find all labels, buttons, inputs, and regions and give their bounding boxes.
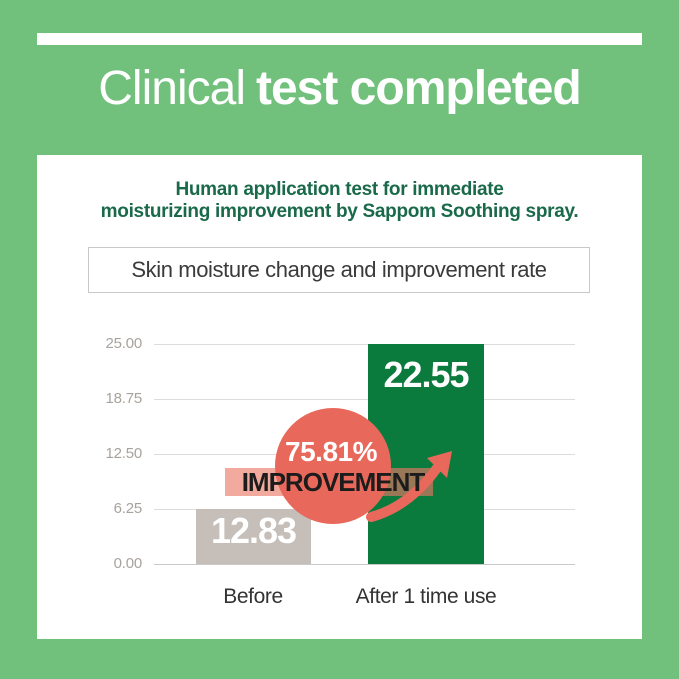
bar-chart: 25.00 18.75 12.50 6.25 0.00 12.83 22.55 … — [37, 155, 642, 639]
result-card: Human application test for immediate mois… — [37, 155, 642, 639]
gridline — [154, 399, 575, 400]
chart-title-box: Skin moisture change and improvement rat… — [88, 247, 590, 293]
test-description: Human application test for immediate mois… — [37, 179, 642, 222]
baseline-gridline — [154, 564, 575, 565]
x-axis-label-before: Before — [223, 585, 283, 608]
y-axis-tick-label: 18.75 — [105, 390, 142, 407]
top-divider-bar — [37, 33, 642, 45]
y-axis-tick-label: 12.50 — [105, 445, 142, 462]
chart-title-text: Skin moisture change and improvement rat… — [131, 257, 547, 282]
gridline — [154, 344, 575, 345]
page-title: Clinical test completed — [0, 60, 679, 118]
growth-arrow-icon — [366, 451, 452, 522]
improvement-percent: 75.81% — [285, 436, 377, 467]
improvement-badge-circle — [275, 408, 391, 524]
page-title-light-text: Clinical — [98, 62, 246, 115]
test-description-line1: Human application test for immediate — [175, 179, 504, 200]
bar-value-before: 12.83 — [210, 510, 297, 551]
improvement-label: IMPROVEMENT — [241, 467, 426, 497]
bar-value-after: 22.55 — [383, 354, 469, 395]
test-description-line2: moisturizing improvement by Sappom Sooth… — [100, 200, 579, 222]
y-axis-tick-label: 6.25 — [113, 500, 143, 517]
bar-before: 12.83 — [196, 509, 311, 564]
page-title-bold-text: test completed — [255, 62, 582, 115]
x-axis-label-after: After 1 time use — [355, 585, 497, 608]
y-axis-tick-label: 25.00 — [105, 335, 142, 352]
y-axis-tick-label: 0.00 — [113, 555, 143, 572]
